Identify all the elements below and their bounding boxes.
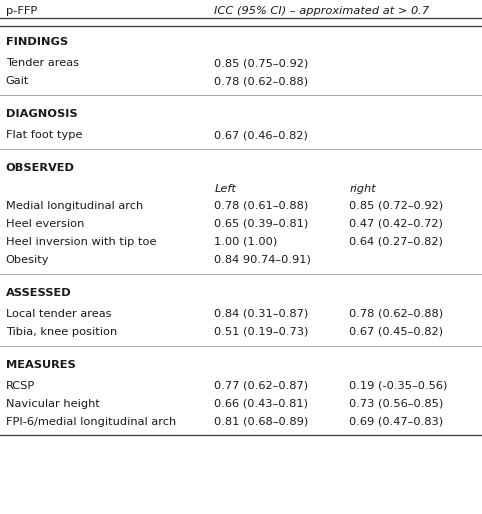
Text: 0.78 (0.61–0.88): 0.78 (0.61–0.88) [214, 201, 309, 211]
Text: 0.66 (0.43–0.81): 0.66 (0.43–0.81) [214, 399, 308, 409]
Text: Obesity: Obesity [6, 255, 49, 265]
Text: 0.84 90.74–0.91): 0.84 90.74–0.91) [214, 255, 311, 265]
Text: ASSESSED: ASSESSED [6, 288, 71, 298]
Text: Local tender areas: Local tender areas [6, 309, 111, 319]
Text: MEASURES: MEASURES [6, 360, 76, 370]
Text: Tender areas: Tender areas [6, 58, 79, 68]
Text: 0.77 (0.62–0.87): 0.77 (0.62–0.87) [214, 381, 308, 391]
Text: Heel inversion with tip toe: Heel inversion with tip toe [6, 237, 156, 247]
Text: Left: Left [214, 184, 236, 194]
Text: 0.78 (0.62–0.88): 0.78 (0.62–0.88) [214, 76, 308, 86]
Text: FPI-6/medial longitudinal arch: FPI-6/medial longitudinal arch [6, 417, 176, 427]
Text: Navicular height: Navicular height [6, 399, 100, 409]
Text: RCSP: RCSP [6, 381, 35, 391]
Text: right: right [349, 184, 376, 194]
Text: 0.81 (0.68–0.89): 0.81 (0.68–0.89) [214, 417, 309, 427]
Text: 0.67 (0.46–0.82): 0.67 (0.46–0.82) [214, 130, 308, 140]
Text: OBSERVED: OBSERVED [6, 163, 75, 173]
Text: Medial longitudinal arch: Medial longitudinal arch [6, 201, 143, 211]
Text: 0.73 (0.56–0.85): 0.73 (0.56–0.85) [349, 399, 444, 409]
Text: 0.84 (0.31–0.87): 0.84 (0.31–0.87) [214, 309, 309, 319]
Text: 0.78 (0.62–0.88): 0.78 (0.62–0.88) [349, 309, 443, 319]
Text: 0.69 (0.47–0.83): 0.69 (0.47–0.83) [349, 417, 443, 427]
Text: DIAGNOSIS: DIAGNOSIS [6, 109, 78, 119]
Text: 0.85 (0.75–0.92): 0.85 (0.75–0.92) [214, 58, 309, 68]
Text: FINDINGS: FINDINGS [6, 37, 68, 47]
Text: ICC (95% CI) – approximated at > 0.7: ICC (95% CI) – approximated at > 0.7 [214, 6, 429, 16]
Text: Flat foot type: Flat foot type [6, 130, 82, 140]
Text: 0.85 (0.72–0.92): 0.85 (0.72–0.92) [349, 201, 443, 211]
Text: 0.65 (0.39–0.81): 0.65 (0.39–0.81) [214, 219, 309, 229]
Text: 0.51 (0.19–0.73): 0.51 (0.19–0.73) [214, 327, 309, 337]
Text: 0.67 (0.45–0.82): 0.67 (0.45–0.82) [349, 327, 443, 337]
Text: 1.00 (1.00): 1.00 (1.00) [214, 237, 278, 247]
Text: 0.64 (0.27–0.82): 0.64 (0.27–0.82) [349, 237, 443, 247]
Text: Tibia, knee position: Tibia, knee position [6, 327, 117, 337]
Text: 0.19 (-0.35–0.56): 0.19 (-0.35–0.56) [349, 381, 448, 391]
Text: Heel eversion: Heel eversion [6, 219, 84, 229]
Text: p-FFP: p-FFP [6, 6, 37, 16]
Text: Gait: Gait [6, 76, 29, 86]
Text: 0.47 (0.42–0.72): 0.47 (0.42–0.72) [349, 219, 443, 229]
